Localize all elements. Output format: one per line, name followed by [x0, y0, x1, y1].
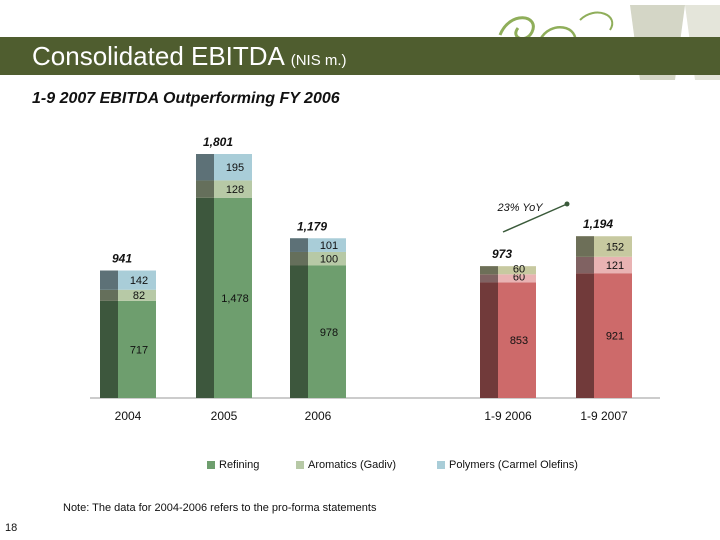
yoy-arrow-line	[502, 203, 568, 233]
slide-subtitle: 1-9 2007 EBITDA Outperforming FY 2006	[32, 90, 340, 107]
total-label-2004: 941	[112, 252, 132, 266]
data-label-2005-series-2: 195	[226, 162, 244, 174]
slide-title: Consolidated EBITDA (NIS m.)	[32, 41, 347, 72]
data-label-2004-series-1: 82	[133, 290, 145, 302]
bar-shade-1-9-2007-series-1	[576, 256, 594, 274]
bar-shade-2004-series-0	[100, 300, 118, 398]
data-label-1-9-2007-series-1: 121	[606, 260, 624, 272]
bar-shade-1-9-2006-series-0	[480, 282, 498, 398]
data-label-1-9-2006-series-1: 60	[513, 271, 525, 283]
yoy-annotation: 23% YoY	[496, 202, 543, 214]
data-label-1-9-2006-series-0: 853	[510, 335, 528, 347]
bar-segment-1-9-2006-series-2	[480, 266, 536, 275]
total-label-2006: 1,179	[297, 219, 327, 233]
x-tick-label-1-9-2006: 1-9 2006	[484, 409, 532, 423]
legend-item-refining: Refining	[207, 459, 259, 471]
title-unit: (NIS m.)	[290, 52, 347, 69]
bar-shade-2005-series-1	[196, 180, 214, 198]
footnote: Note: The data for 2004-2006 refers to t…	[63, 502, 377, 514]
legend-item-aromatics: Aromatics (Gadiv)	[296, 459, 396, 471]
data-label-2005-series-1: 128	[226, 184, 244, 196]
bar-shade-1-9-2007-series-2	[576, 236, 594, 257]
bar-shade-1-9-2006-series-2	[480, 266, 498, 275]
bar-shade-2005-series-2	[196, 154, 214, 181]
x-tick-label-1-9-2007: 1-9 2007	[580, 409, 628, 423]
x-tick-label-2004: 2004	[115, 409, 142, 423]
bar-shade-2006-series-1	[290, 251, 308, 266]
total-label-1-9-2006: 973	[492, 247, 512, 261]
bar-shade-2006-series-0	[290, 265, 308, 398]
x-tick-label-2006: 2006	[305, 409, 332, 423]
data-label-2006-series-0: 978	[320, 327, 338, 339]
bar-segment-1-9-2006-series-1	[480, 274, 536, 283]
bar-segment-2004-series-1	[100, 289, 156, 301]
data-label-2004-series-2: 142	[130, 275, 148, 287]
bar-shade-1-9-2007-series-0	[576, 273, 594, 398]
title-text: Consolidated EBITDA	[32, 41, 284, 71]
data-label-2005-series-0: 1,478	[221, 293, 249, 305]
legend-label-refining: Refining	[219, 459, 260, 471]
legend-item-polymers: Polymers (Carmel Olefins)	[437, 459, 578, 471]
title-bar	[0, 37, 720, 75]
data-label-2006-series-1: 100	[320, 254, 338, 266]
bar-shade-2004-series-2	[100, 270, 118, 290]
data-label-2004-series-0: 717	[130, 344, 148, 356]
total-label-1-9-2007: 1,194	[583, 217, 613, 231]
data-label-1-9-2006-series-2: 60	[513, 263, 525, 275]
legend-swatch-aromatics	[296, 461, 304, 469]
legend-swatch-refining	[207, 461, 215, 469]
data-label-1-9-2007-series-0: 921	[606, 331, 624, 343]
bar-shade-2004-series-1	[100, 289, 118, 301]
page-number: 18	[5, 522, 18, 534]
bar-shade-2006-series-2	[290, 238, 308, 252]
legend-swatch-polymers	[437, 461, 445, 469]
total-label-2005: 1,801	[203, 135, 233, 149]
data-label-1-9-2007-series-2: 152	[606, 242, 624, 254]
data-label-2006-series-2: 101	[320, 240, 338, 252]
x-tick-label-2005: 2005	[211, 409, 238, 423]
legend-label-aromatics: Aromatics (Gadiv)	[308, 459, 397, 471]
bar-shade-2005-series-0	[196, 197, 214, 398]
legend-label-polymers: Polymers (Carmel Olefins)	[449, 459, 578, 471]
yoy-arrow-head	[564, 201, 570, 207]
bar-shade-1-9-2006-series-1	[480, 274, 498, 283]
